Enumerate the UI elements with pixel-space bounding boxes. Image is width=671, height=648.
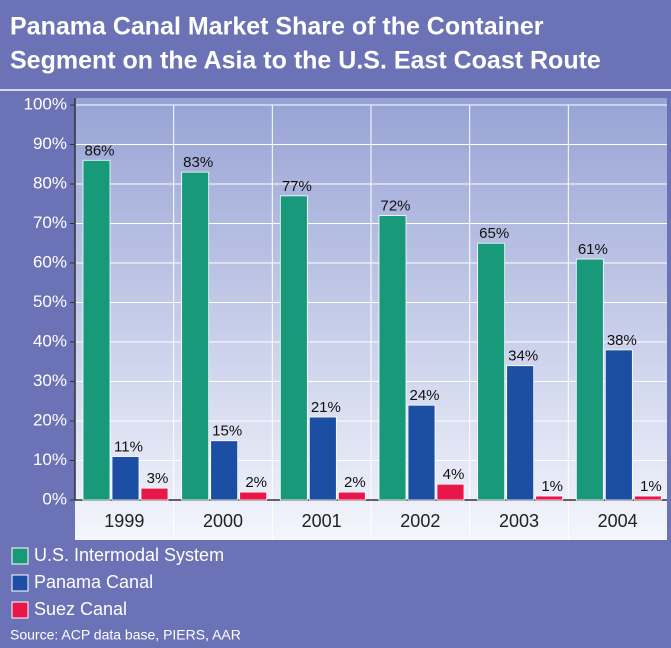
y-tick-label: 80% bbox=[33, 173, 67, 192]
x-tick-label: 1999 bbox=[104, 511, 144, 531]
bar bbox=[604, 349, 633, 501]
data-label: 72% bbox=[380, 198, 410, 215]
data-label: 34% bbox=[508, 348, 538, 365]
bar bbox=[210, 440, 239, 501]
legend-label: Suez Canal bbox=[34, 599, 127, 619]
data-label: 11% bbox=[114, 439, 143, 456]
data-label: 21% bbox=[311, 399, 341, 416]
bar bbox=[506, 365, 535, 501]
y-tick-label: 40% bbox=[33, 331, 67, 350]
legend-label: U.S. Intermodal System bbox=[34, 545, 224, 565]
x-tick-label: 2002 bbox=[400, 511, 440, 531]
source: Source: ACP data base, PIERS, AAR bbox=[10, 627, 241, 643]
bar bbox=[111, 456, 140, 501]
y-tick-label: 90% bbox=[33, 134, 67, 153]
data-label: 1% bbox=[541, 478, 563, 495]
bar bbox=[308, 416, 337, 501]
bar bbox=[633, 495, 662, 501]
y-tick-label: 30% bbox=[33, 371, 67, 390]
bar bbox=[279, 195, 308, 501]
bar bbox=[181, 171, 210, 501]
x-tick-label: 2003 bbox=[499, 511, 539, 531]
data-label: 77% bbox=[282, 178, 312, 195]
bar bbox=[378, 215, 407, 501]
y-tick-label: 60% bbox=[33, 252, 67, 271]
bar bbox=[140, 487, 169, 501]
legend-swatch bbox=[11, 574, 29, 592]
data-label: 1% bbox=[640, 478, 662, 495]
y-tick-label: 50% bbox=[33, 292, 67, 311]
legend-swatch bbox=[11, 547, 29, 565]
chart-title: Panama Canal Market Share of the Contain… bbox=[10, 13, 544, 41]
x-tick-label: 2000 bbox=[203, 511, 243, 531]
data-label: 24% bbox=[409, 387, 439, 404]
y-tick-label: 10% bbox=[33, 450, 67, 469]
data-label: 65% bbox=[479, 225, 509, 242]
data-label: 38% bbox=[607, 332, 637, 349]
y-tick-label: 0% bbox=[42, 489, 67, 508]
legend-swatch bbox=[11, 601, 29, 619]
y-tick-label: 100% bbox=[24, 94, 67, 113]
data-label: 83% bbox=[183, 154, 213, 171]
bar bbox=[477, 242, 506, 501]
bar bbox=[239, 491, 268, 501]
bar bbox=[337, 491, 366, 501]
data-label: 15% bbox=[212, 423, 242, 440]
data-label: 2% bbox=[344, 474, 366, 491]
bar bbox=[82, 159, 111, 501]
chart-title: Segment on the Asia to the U.S. East Coa… bbox=[10, 47, 601, 75]
bar bbox=[535, 495, 564, 501]
x-tick-label: 2004 bbox=[598, 511, 638, 531]
bar bbox=[407, 404, 436, 501]
data-label: 4% bbox=[443, 466, 465, 483]
data-label: 2% bbox=[245, 474, 267, 491]
x-tick-label: 2001 bbox=[302, 511, 342, 531]
data-label: 61% bbox=[578, 241, 608, 258]
y-tick-label: 20% bbox=[33, 410, 67, 429]
y-tick-label: 70% bbox=[33, 213, 67, 232]
legend-label: Panama Canal bbox=[34, 572, 153, 592]
data-label: 86% bbox=[84, 142, 114, 159]
data-label: 3% bbox=[147, 470, 169, 487]
bar bbox=[436, 483, 465, 501]
bar bbox=[575, 258, 604, 501]
